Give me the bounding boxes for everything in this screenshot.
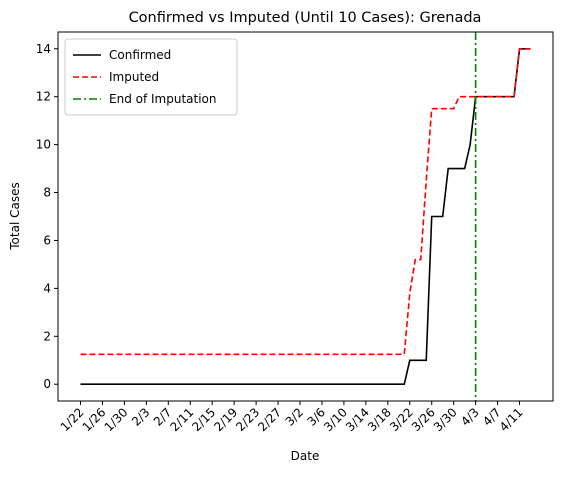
x-tick-label: 3/30 bbox=[431, 405, 460, 434]
y-tick-label: 2 bbox=[43, 329, 51, 343]
y-tick-label: 6 bbox=[43, 233, 51, 247]
plot-frame bbox=[57, 31, 554, 402]
series-line bbox=[80, 47, 531, 356]
legend-label: Confirmed bbox=[109, 48, 171, 62]
y-tick-label: 14 bbox=[36, 42, 51, 56]
legend-label: Imputed bbox=[109, 70, 159, 84]
x-tick-label: 2/23 bbox=[233, 405, 262, 434]
x-tick-label: 3/10 bbox=[321, 405, 350, 434]
x-tick-label: 2/27 bbox=[255, 405, 284, 434]
x-axis-label: Date bbox=[291, 449, 320, 463]
x-tick-label: 3/2 bbox=[283, 405, 307, 429]
y-tick-label: 8 bbox=[43, 186, 51, 200]
y-tick-label: 12 bbox=[36, 90, 51, 104]
y-tick-label: 10 bbox=[36, 138, 51, 152]
series-line bbox=[80, 47, 531, 386]
y-tick-label: 0 bbox=[43, 377, 51, 391]
x-tick-label: 1/26 bbox=[80, 405, 109, 434]
legend-box bbox=[64, 38, 238, 116]
x-tick-label: 2/3 bbox=[129, 405, 153, 429]
x-tick-label: 2/19 bbox=[211, 405, 240, 434]
x-tick-label: 1/30 bbox=[102, 405, 131, 434]
x-tick-label: 2/15 bbox=[189, 405, 218, 434]
chart-title: Confirmed vs Imputed (Until 10 Cases): G… bbox=[129, 10, 482, 26]
x-tick-label: 4/3 bbox=[458, 405, 482, 429]
legend-label: End of Imputation bbox=[109, 92, 217, 106]
legend: Confirmed Imputed End of Imputation bbox=[64, 38, 238, 116]
x-tick-label: 3/18 bbox=[365, 405, 394, 434]
x-tick-label: 1/22 bbox=[58, 405, 87, 434]
y-tick-label: 4 bbox=[43, 281, 51, 295]
x-tick-label: 4/11 bbox=[497, 405, 526, 434]
y-axis-label: Total Cases bbox=[8, 182, 22, 250]
x-tick-label: 3/22 bbox=[387, 405, 416, 434]
x-tick-label: 2/11 bbox=[167, 405, 196, 434]
x-tick-label: 3/14 bbox=[343, 405, 372, 434]
x-tick-label: 3/26 bbox=[409, 405, 438, 434]
